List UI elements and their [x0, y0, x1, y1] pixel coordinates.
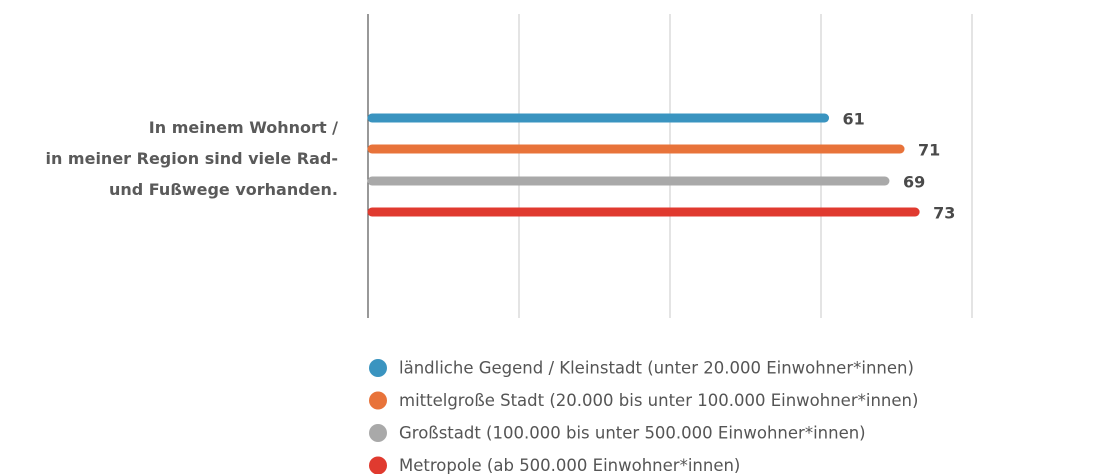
legend-swatch [369, 456, 387, 474]
legend-label: Großstadt (100.000 bis unter 500.000 Ein… [399, 424, 866, 443]
legend-swatch [369, 424, 387, 442]
value-label: 73 [933, 204, 955, 223]
legend-label: Metropole (ab 500.000 Einwohner*innen) [399, 456, 740, 474]
legend-swatch [369, 391, 387, 410]
legend-label: ländliche Gegend / Kleinstadt (unter 20.… [399, 359, 914, 378]
value-label: 71 [918, 141, 940, 160]
category-label: In meinem Wohnort / in meiner Region sin… [45, 118, 338, 199]
legend-swatch [369, 359, 387, 377]
value-label: 69 [903, 173, 925, 192]
legend-label: mittelgroße Stadt (20.000 bis unter 100.… [399, 391, 918, 410]
value-label: 61 [843, 110, 865, 129]
